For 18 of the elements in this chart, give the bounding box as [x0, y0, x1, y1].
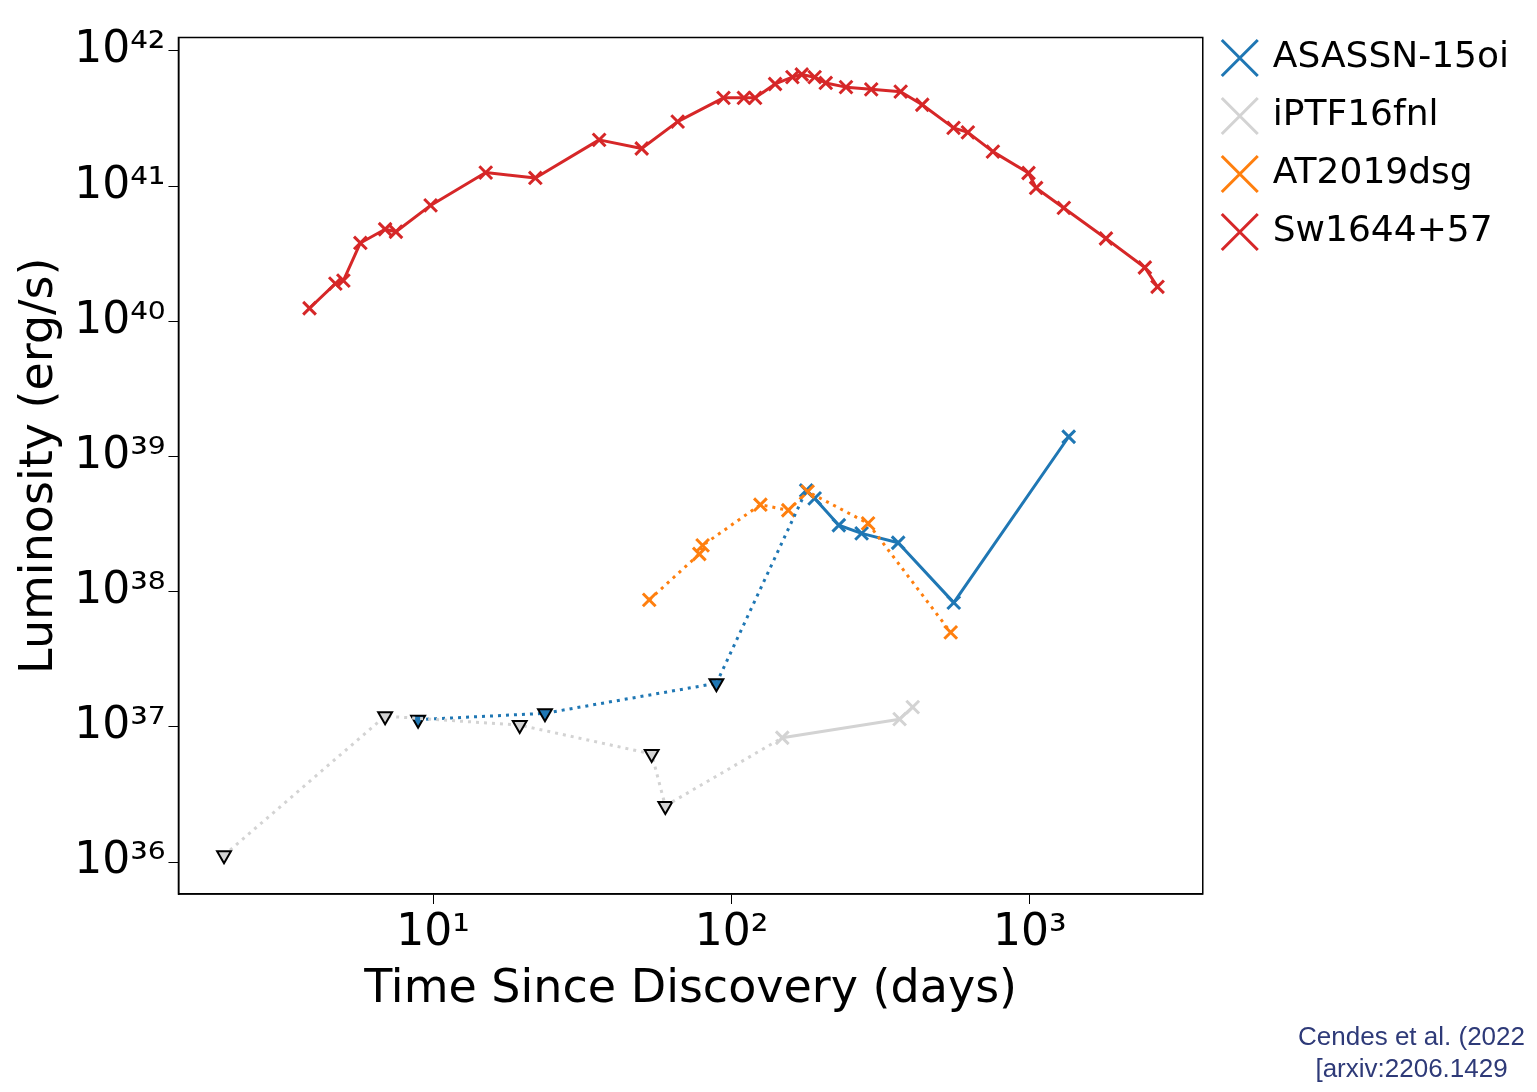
text: [arxiv:2206.1429 — [1314, 1052, 1509, 1084]
y-tick-label: 10³⁹ — [74, 426, 166, 478]
x-tick-label: 10³ — [992, 903, 1067, 955]
legend-label: AT2019dsg — [1272, 150, 1473, 192]
y-tick-label: 10³⁷ — [74, 697, 166, 749]
x-tick-label: 10¹ — [396, 903, 471, 955]
legend-label: Sw1644+57 — [1272, 208, 1493, 250]
y-tick-label: 10³⁸ — [74, 562, 166, 614]
y-tick-label: 10⁴² — [74, 21, 166, 73]
y-axis-title: Luminosity (erg/s) — [8, 257, 63, 674]
legend-label: ASASSN-15oi — [1272, 34, 1509, 76]
x-axis-title: Time Since Discovery (days) — [363, 959, 1018, 1014]
legend-label: iPTF16fnl — [1272, 92, 1439, 134]
x-tick-label: 10² — [694, 903, 769, 955]
y-tick-label: 10⁴¹ — [74, 156, 166, 208]
y-tick-label: 10³⁶ — [74, 832, 166, 884]
text: Cendes et al. (2022 — [1298, 1020, 1525, 1052]
y-tick-label: 10⁴⁰ — [74, 291, 166, 343]
